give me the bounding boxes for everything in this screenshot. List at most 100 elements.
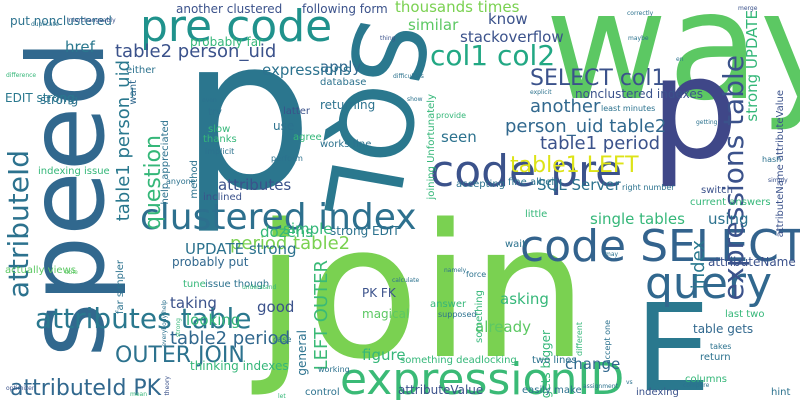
- word: index: [688, 240, 709, 290]
- word: getting: [696, 119, 718, 126]
- word: theory: [164, 376, 171, 396]
- word: SQL Server: [537, 176, 621, 194]
- word: table gets: [693, 322, 754, 336]
- word: thanks: [203, 134, 237, 145]
- word: want: [128, 80, 139, 105]
- word: hint: [771, 387, 791, 398]
- word: LEFT OUTER: [311, 260, 332, 371]
- word: duplicate: [31, 21, 59, 28]
- word: looking: [186, 311, 241, 329]
- word: probably put: [172, 255, 249, 269]
- word: way: [545, 0, 800, 134]
- word: two lines: [532, 355, 577, 366]
- word: anyone: [166, 177, 196, 186]
- word: accept one: [603, 320, 612, 365]
- word: attributes table: [35, 302, 252, 335]
- word: interchangeably: [67, 17, 116, 24]
- word: joining Unfortunately: [426, 94, 437, 200]
- word: magical: [362, 307, 410, 321]
- word: little: [525, 209, 548, 220]
- word: p: [650, 28, 739, 191]
- word: dozens: [260, 223, 314, 241]
- word: attributes: [218, 176, 292, 194]
- word: answer: [430, 299, 467, 310]
- word: explicit: [530, 89, 552, 96]
- word: OUTER JOIN: [115, 343, 245, 368]
- word: simple: [283, 220, 333, 238]
- word: supposed: [438, 310, 477, 319]
- word: columns: [685, 374, 728, 385]
- word: pre code: [140, 1, 333, 52]
- word: good: [257, 298, 295, 316]
- word: table2 person_uid: [115, 41, 277, 62]
- word: tune: [183, 279, 206, 290]
- word: already: [475, 318, 532, 336]
- word: help appreciated: [160, 120, 171, 205]
- word: able: [65, 269, 78, 276]
- word: vs: [626, 379, 633, 386]
- word: return: [700, 352, 731, 363]
- word: query: [645, 258, 773, 309]
- word: p: [180, 0, 314, 237]
- word: case: [273, 335, 292, 344]
- word: another: [530, 96, 601, 117]
- word: period table2: [230, 233, 351, 254]
- word: something: [474, 290, 485, 343]
- word: returning: [320, 98, 376, 112]
- word: works fine: [320, 139, 372, 150]
- word: indexing issue: [38, 166, 110, 177]
- word: fine albeit: [508, 177, 559, 188]
- word: switch: [701, 185, 733, 196]
- word: en: [676, 56, 684, 63]
- word: easily make: [522, 385, 582, 396]
- word: show: [407, 96, 423, 103]
- word: assignment: [583, 383, 618, 390]
- word: table2 period: [170, 328, 291, 349]
- word: join: [255, 184, 589, 400]
- word: control: [305, 387, 340, 398]
- word: agree: [293, 132, 322, 143]
- word: perform: [271, 154, 303, 163]
- word: last two: [725, 309, 765, 320]
- word: issue though: [205, 279, 270, 290]
- word: strong: [175, 318, 182, 338]
- word: col1 col2: [430, 39, 556, 72]
- word: EDIT strong: [5, 91, 75, 105]
- word: expressionID: [340, 354, 625, 400]
- word: current answers: [690, 197, 771, 208]
- word: maybe: [628, 35, 649, 42]
- word: least minutes: [601, 104, 656, 113]
- word: understand: [242, 284, 277, 291]
- word: hash: [762, 155, 782, 164]
- word: namely: [444, 267, 467, 274]
- word: slow: [208, 124, 231, 135]
- word: SELECT col1: [530, 66, 666, 91]
- word: either: [126, 65, 156, 76]
- word: correctly: [627, 10, 654, 17]
- word: accepting: [456, 179, 506, 190]
- word: nonclustered indexes: [575, 87, 704, 101]
- word: UPDATE strong: [185, 240, 297, 258]
- word: indexing: [636, 387, 679, 398]
- word: different: [575, 322, 584, 356]
- word: working: [318, 365, 350, 374]
- word: difficulties: [393, 73, 424, 80]
- word: let: [278, 393, 286, 400]
- word: far simpler: [115, 260, 126, 315]
- word: asking: [500, 290, 549, 308]
- word: takes: [710, 342, 732, 351]
- word: put nonclustered: [10, 14, 112, 28]
- word: latter: [283, 106, 311, 117]
- word: table1 period: [540, 133, 661, 154]
- word: table1 LEFT: [510, 153, 639, 178]
- word: may: [605, 251, 619, 258]
- word: mean: [130, 391, 148, 398]
- word: know: [488, 10, 528, 28]
- word: implicit: [205, 147, 235, 156]
- word: right number: [622, 183, 675, 192]
- word: actually views: [5, 265, 76, 276]
- word: strong UPDATE: [743, 10, 761, 122]
- word: difference: [6, 72, 37, 79]
- word: general: [295, 330, 309, 376]
